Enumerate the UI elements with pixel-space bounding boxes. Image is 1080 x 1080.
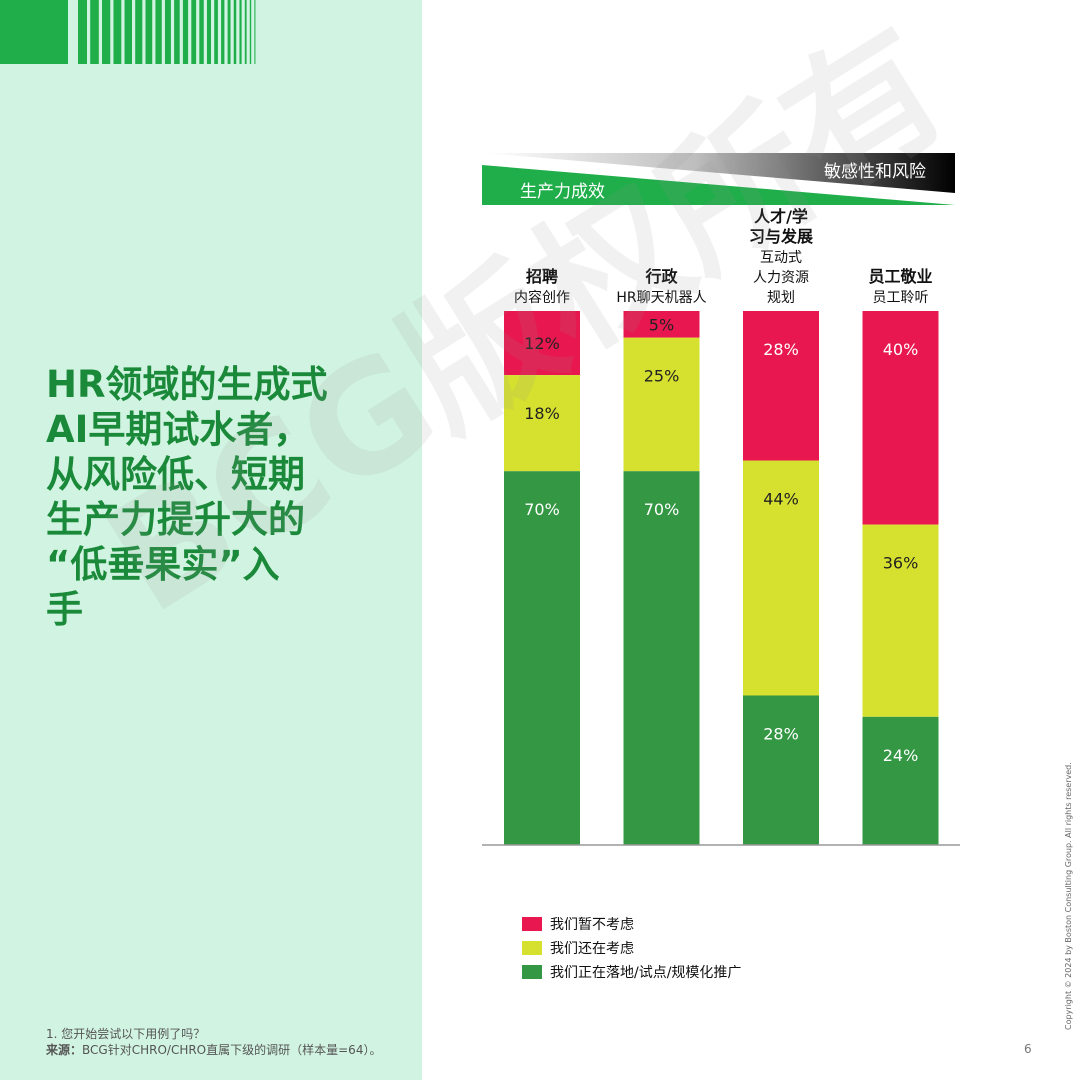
stripe: [164, 0, 171, 64]
stripe: [124, 0, 132, 64]
stripe: [206, 0, 212, 64]
legend-item-deploying: 我们正在落地/试点/规模化推广: [522, 960, 741, 984]
stripe: [227, 0, 231, 64]
stripe: [199, 0, 204, 64]
bar-segment: [623, 471, 700, 845]
bar-segment: [504, 375, 580, 472]
source-label: 来源：: [46, 1043, 83, 1057]
data-label: 25%: [644, 367, 680, 386]
bars: 12% 18% 70% 5% 25% 70% 28% 44% 28% 40% 36% 24%: [504, 311, 939, 845]
legend-label: 我们暂不考虑: [550, 917, 634, 933]
data-label: 40%: [883, 340, 919, 359]
bar-segment: [743, 460, 819, 696]
footnote-source: 来源：BCG针对CHRO/CHRO直属下级的调研（样本量=64）。: [46, 1042, 381, 1058]
bar-segment: [862, 311, 939, 525]
footnote-note: 1. 您开始尝试以下用例了吗？: [46, 1027, 206, 1041]
bar-segment: [623, 311, 700, 338]
productivity-wedge: [482, 165, 955, 205]
category-label: 内容创作: [514, 289, 570, 306]
data-label: 36%: [883, 554, 919, 573]
stripe: [233, 0, 237, 64]
category-label: 员工敬业: [868, 267, 932, 286]
category-label: 人力资源: [753, 270, 809, 286]
headline: HR领域的生成式 AI早期试水者， 从风险低、短期 生产力提升大的 “低垂果实”…: [46, 362, 416, 632]
data-label: 70%: [524, 500, 560, 519]
headline-line: 手: [46, 588, 83, 631]
stripe: [239, 0, 242, 64]
left-panel: [0, 0, 422, 1080]
bar-segment: [623, 337, 700, 472]
category-label: 招聘: [526, 267, 558, 286]
data-label: 28%: [763, 724, 799, 743]
headline-line: 生产力提升大的: [46, 498, 305, 541]
data-label: 44%: [763, 490, 799, 509]
stripe: [135, 0, 143, 64]
stripe: [90, 0, 99, 64]
stripe: [191, 0, 197, 64]
bar-segment: [862, 716, 939, 845]
data-label: 18%: [524, 404, 560, 423]
legend-item-not-considering: 我们暂不考虑: [522, 912, 741, 936]
category-label: 行政: [644, 267, 678, 286]
legend: 我们暂不考虑 我们还在考虑 我们正在落地/试点/规模化推广: [522, 912, 741, 984]
category-label: 人才/学: [754, 207, 808, 226]
bar-segment: [862, 524, 939, 717]
decorative-stripes: [0, 0, 256, 64]
productivity-label: 生产力成效: [520, 182, 605, 202]
headline-line: 从风险低、短期: [46, 453, 305, 496]
stripe: [174, 0, 180, 64]
data-label: 70%: [644, 500, 680, 519]
headline-line: HR领域的生成式: [46, 363, 328, 406]
footnote: 1. 您开始尝试以下用例了吗？ 来源：BCG针对CHRO/CHRO直属下级的调研…: [46, 1026, 381, 1058]
bar-segment: [504, 471, 580, 845]
category-label: 员工聆听: [873, 290, 929, 306]
stripe: [221, 0, 225, 64]
page-number: 6: [1024, 1042, 1032, 1056]
stripe: [182, 0, 189, 64]
legend-swatch: [522, 965, 542, 979]
stripe: [249, 0, 252, 64]
source-text: BCG针对CHRO/CHRO直属下级的调研（样本量=64）。: [82, 1043, 382, 1057]
legend-label: 我们还在考虑: [550, 941, 634, 957]
category-label: 规划: [767, 290, 795, 306]
stripe: [155, 0, 162, 64]
data-label: 5%: [649, 315, 674, 334]
category-label: 习与发展: [749, 227, 814, 246]
bar-segment: [743, 695, 819, 845]
legend-label: 我们正在落地/试点/规模化推广: [550, 965, 742, 981]
bar-segment: [743, 311, 819, 461]
headline-line: “低垂果实”入: [46, 543, 280, 586]
stripe: [244, 0, 247, 64]
legend-swatch: [522, 917, 542, 931]
risk-label: 敏感性和风险: [824, 162, 926, 182]
headline-line: AI早期试水者，: [46, 408, 311, 451]
stripe: [145, 0, 153, 64]
stripe: [78, 0, 87, 64]
copyright-text: Copyright © 2024 by Boston Consulting Gr…: [1064, 762, 1073, 1030]
stripe: [102, 0, 111, 64]
stripe: [0, 0, 68, 64]
stripe: [214, 0, 218, 64]
category-label: 互动式: [760, 250, 802, 266]
risk-wedge: [484, 153, 955, 193]
legend-swatch: [522, 941, 542, 955]
data-label: 12%: [524, 334, 560, 353]
category-label: HR聊天机器人: [616, 290, 706, 306]
stripe: [113, 0, 122, 64]
header-banner: 敏感性和风险 生产力成效: [482, 153, 955, 205]
legend-item-still-considering: 我们还在考虑: [522, 936, 741, 960]
stripe: [254, 0, 256, 64]
data-label: 28%: [763, 340, 799, 359]
data-label: 24%: [883, 746, 919, 765]
bar-segment: [504, 311, 580, 376]
